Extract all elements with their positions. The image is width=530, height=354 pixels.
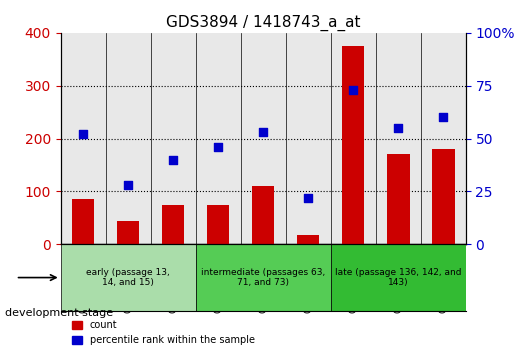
Text: intermediate (passages 63,
71, and 73): intermediate (passages 63, 71, and 73) <box>201 268 325 287</box>
Text: development stage: development stage <box>5 308 113 318</box>
Title: GDS3894 / 1418743_a_at: GDS3894 / 1418743_a_at <box>166 15 360 31</box>
Bar <box>117 221 139 245</box>
FancyBboxPatch shape <box>331 245 466 311</box>
Bar <box>342 46 365 245</box>
Point <box>124 182 132 188</box>
Point <box>439 114 447 120</box>
Point <box>349 87 357 93</box>
Text: late (passage 136, 142, and
143): late (passage 136, 142, and 143) <box>335 268 462 287</box>
Point <box>304 195 313 201</box>
Point <box>79 131 87 137</box>
Legend: count, percentile rank within the sample: count, percentile rank within the sample <box>68 316 259 349</box>
FancyBboxPatch shape <box>60 245 196 311</box>
Point <box>214 144 223 150</box>
Bar <box>72 199 94 245</box>
Bar <box>252 186 275 245</box>
Bar <box>297 235 320 245</box>
Point <box>169 157 178 162</box>
Bar <box>207 205 229 245</box>
FancyBboxPatch shape <box>196 245 331 311</box>
Point <box>394 125 402 131</box>
Bar <box>432 149 455 245</box>
Text: early (passage 13,
14, and 15): early (passage 13, 14, and 15) <box>86 268 170 287</box>
Bar <box>387 154 410 245</box>
Bar <box>162 205 184 245</box>
Point <box>259 129 268 135</box>
